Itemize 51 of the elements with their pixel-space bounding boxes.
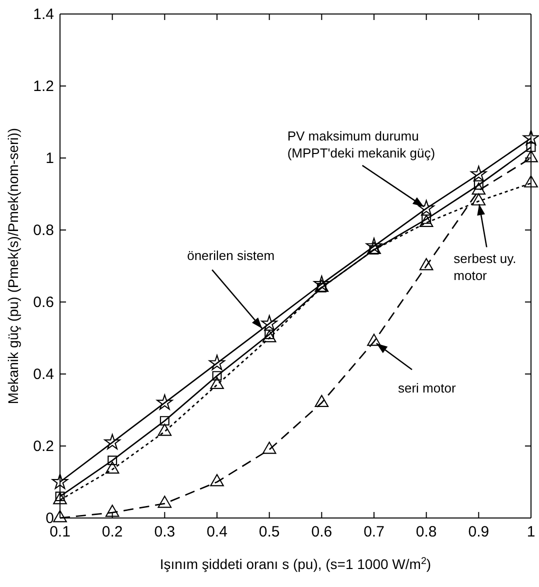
- point: [524, 175, 538, 188]
- y-axis-title: Mekanik güç (pu) (Pmek(s)/Pmek(nom-seri)): [5, 128, 21, 404]
- point: [472, 193, 486, 206]
- x-tick-label: 0.5: [258, 524, 280, 541]
- point: [158, 496, 172, 508]
- point: [367, 334, 381, 346]
- annotation: PV maksimum durumu (MPPT'deki mekanik güç): [287, 128, 436, 160]
- point: [524, 150, 538, 162]
- point: [104, 434, 120, 450]
- x-tick-label: 0.7: [364, 524, 384, 541]
- x-tick-label: 0.9: [468, 524, 490, 541]
- point: [158, 424, 172, 436]
- point: [210, 474, 224, 486]
- point: [208, 354, 226, 370]
- y-tick-label: 0.4: [33, 366, 54, 383]
- point: [366, 238, 382, 254]
- y-tick-label: 1.4: [33, 6, 54, 23]
- annotation: serbest uy. motor: [454, 251, 516, 284]
- point: [52, 474, 68, 489]
- y-tick-label: 0.6: [33, 294, 54, 311]
- y-tick-label: 1: [46, 150, 54, 167]
- point: [105, 504, 120, 517]
- x-tick-label: 0.8: [416, 524, 437, 541]
- point: [522, 130, 539, 146]
- point: [210, 376, 224, 390]
- point: [262, 330, 276, 342]
- point: [262, 442, 276, 454]
- x-tick-label: 0.6: [311, 524, 332, 541]
- point: [419, 214, 434, 228]
- y-tick-label: 0.2: [33, 438, 54, 455]
- y-tick-label: 1.2: [33, 78, 54, 95]
- x-axis-title: Işınım şiddeti oranı s (pu), (s=1 1000 W/m$^{2}$): [160, 556, 432, 572]
- x-tick-label: 0.3: [154, 524, 176, 541]
- point: [418, 200, 434, 216]
- point: [156, 394, 173, 410]
- point: [53, 492, 67, 504]
- annotation: önerilen sistem: [187, 248, 275, 263]
- point: [526, 142, 536, 152]
- x-tick-label: 0.4: [206, 524, 228, 541]
- x-tick-label: 1: [526, 524, 536, 541]
- x-tick-label: 0.2: [102, 524, 123, 541]
- point: [472, 182, 486, 195]
- point: [261, 315, 278, 331]
- point: [314, 394, 329, 408]
- point: [53, 510, 67, 522]
- y-tick-label: 0.8: [33, 222, 54, 239]
- point: [105, 462, 120, 474]
- point: [419, 258, 434, 270]
- point: [470, 166, 487, 182]
- annotation: seri motor: [398, 380, 456, 396]
- point: [314, 276, 330, 291]
